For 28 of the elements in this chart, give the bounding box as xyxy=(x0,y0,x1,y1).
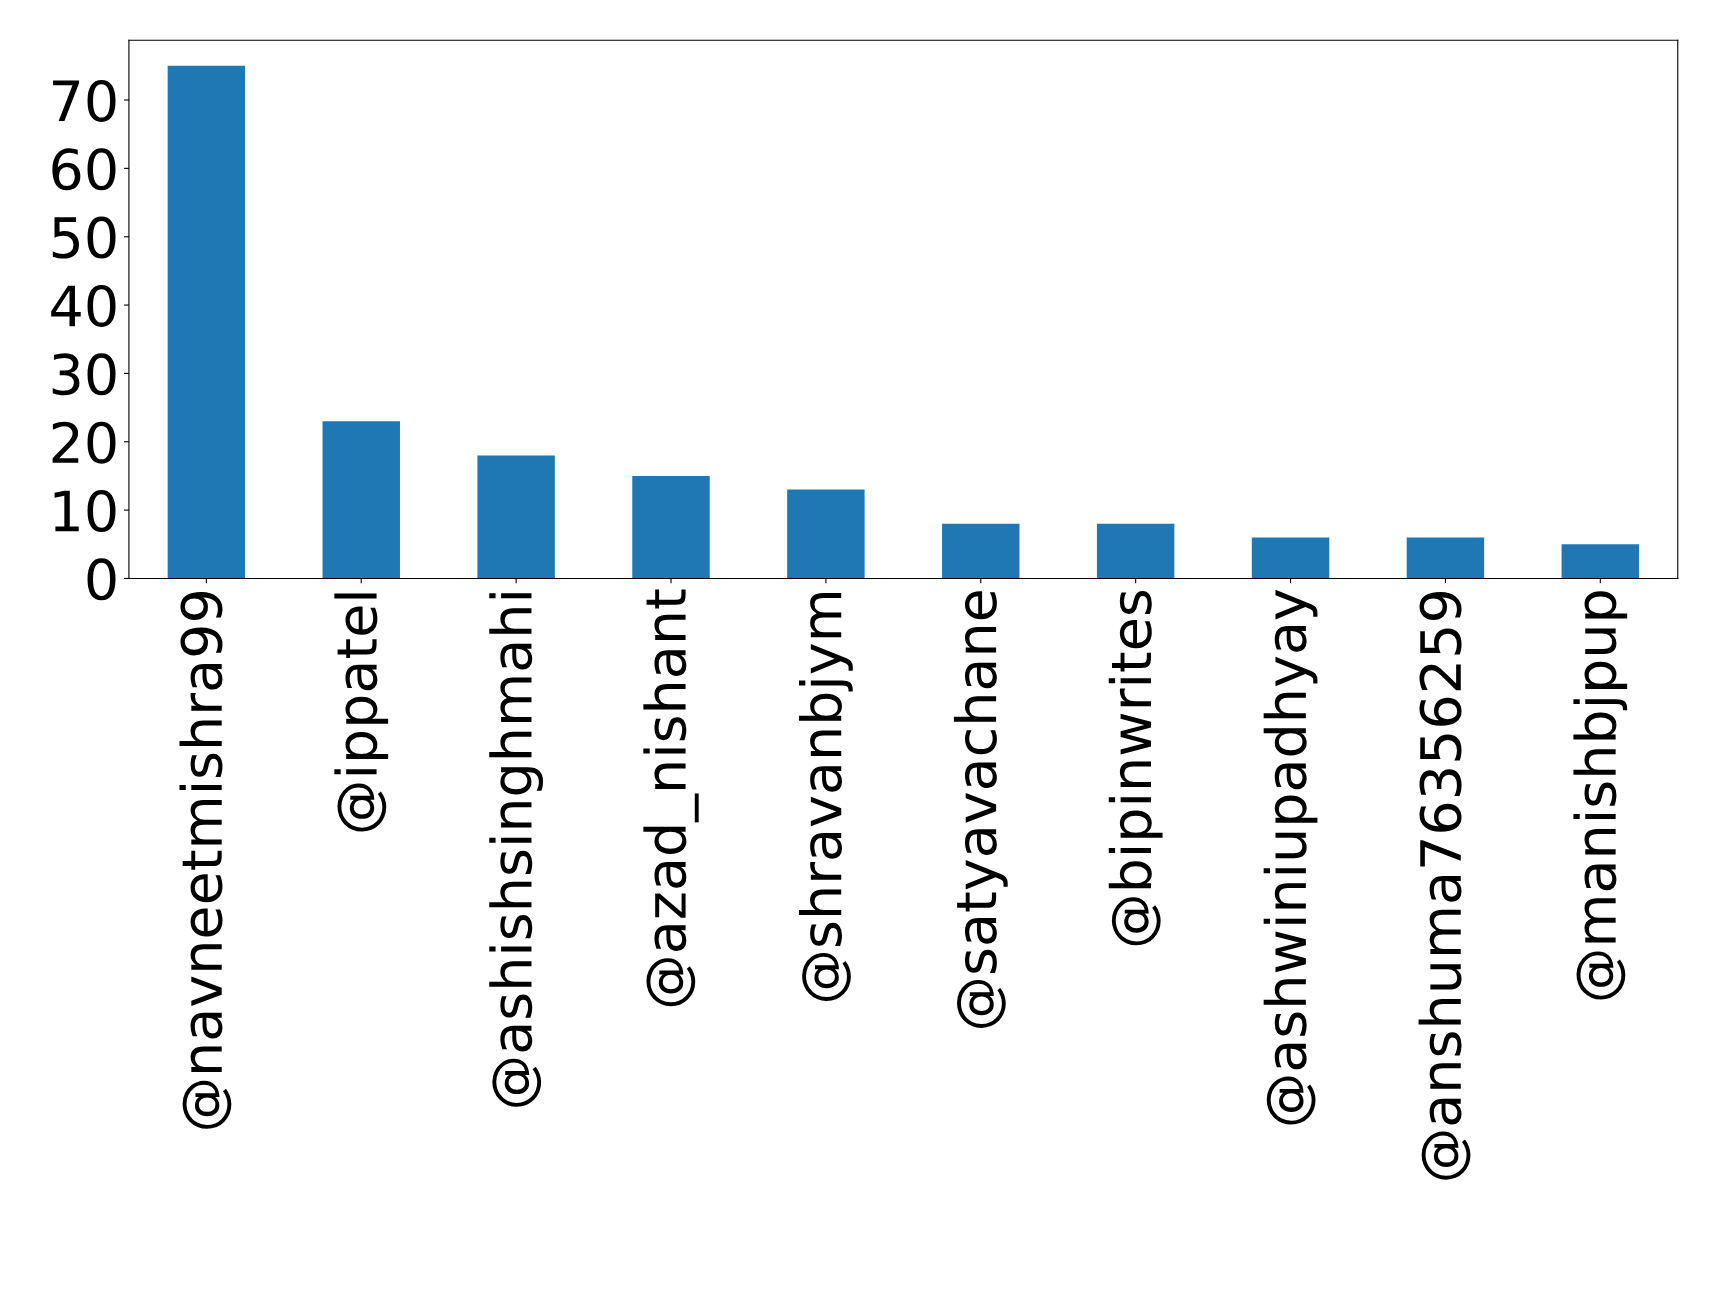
y-tick-label: 60 xyxy=(52,148,116,191)
bar xyxy=(1561,544,1640,579)
bar xyxy=(1406,537,1485,579)
x-tick-label: @shravanbjym xyxy=(799,592,853,1001)
bar xyxy=(787,489,865,579)
x-tick-label: @anshuma76356259 xyxy=(1418,592,1471,1180)
bar xyxy=(1096,523,1175,579)
y-tick-label: 50 xyxy=(52,216,116,259)
x-tick-label: @ashwiniupadhyay xyxy=(1263,589,1318,1125)
y-tick-label: 20 xyxy=(52,421,116,464)
bar xyxy=(1251,537,1330,579)
bar xyxy=(477,455,555,579)
y-tick-label: 70 xyxy=(53,79,116,122)
y-tick-label: 10 xyxy=(54,489,116,533)
bar xyxy=(167,65,246,579)
x-tick-label: @ippatel xyxy=(334,593,389,832)
bar xyxy=(942,523,1020,579)
x-tick-label: @azad_nishant xyxy=(643,589,699,1007)
x-tick-label: @manishbjpup xyxy=(1573,591,1628,1000)
y-tick-label: 40 xyxy=(51,284,116,327)
x-tick-label: @ashishsinghmahi xyxy=(489,593,544,1107)
bar xyxy=(322,421,400,579)
x-tick-label: @bipinwrites xyxy=(1108,590,1163,946)
y-tick-label: 30 xyxy=(52,353,116,396)
bar xyxy=(632,475,710,579)
y-tick-label: 0 xyxy=(87,558,116,601)
x-tick-label: @satyavachane xyxy=(953,591,1008,1028)
x-tick-label: @navneetmishra99 xyxy=(179,592,232,1129)
